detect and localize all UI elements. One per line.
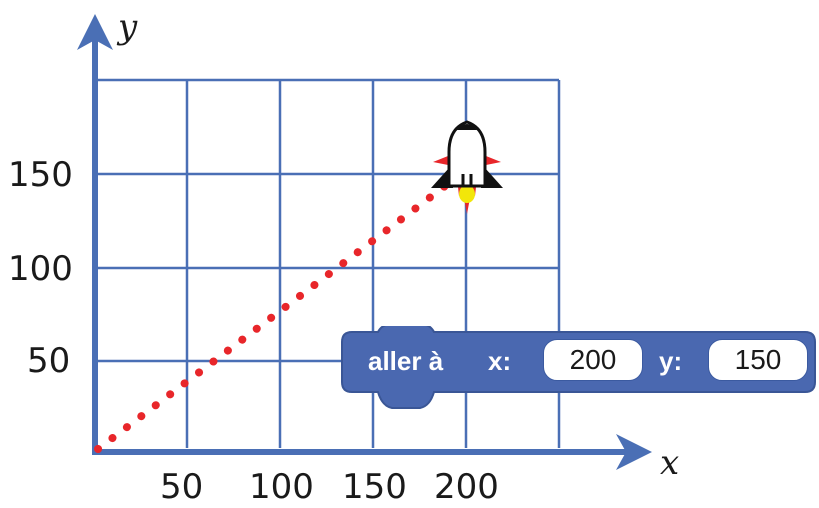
axes	[77, 14, 652, 470]
y-axis-arrow-icon	[77, 14, 113, 50]
y-axis-label: y	[116, 7, 138, 47]
x-value-input[interactable]: 200	[543, 339, 643, 381]
x-tick-label: 200	[434, 467, 499, 507]
y-tick-label: 50	[27, 341, 70, 381]
block-y-label: y:	[659, 346, 683, 376]
x-axis-label: x	[660, 443, 679, 483]
y-tick-label: 150	[8, 155, 73, 195]
block-label: aller à	[368, 346, 444, 376]
x-tick-label: 50	[160, 467, 203, 507]
rocket-icon	[431, 120, 503, 214]
go-to-xy-block[interactable]: aller à x: 200 y: 150	[340, 326, 817, 410]
y-tick-label: 100	[8, 249, 73, 289]
y-value-input[interactable]: 150	[708, 339, 808, 381]
x-axis-arrow-icon	[616, 434, 652, 470]
x-tick-label: 150	[342, 467, 407, 507]
x-tick-label: 100	[249, 467, 314, 507]
motion-path	[94, 176, 457, 453]
block-x-label: x:	[488, 346, 512, 376]
